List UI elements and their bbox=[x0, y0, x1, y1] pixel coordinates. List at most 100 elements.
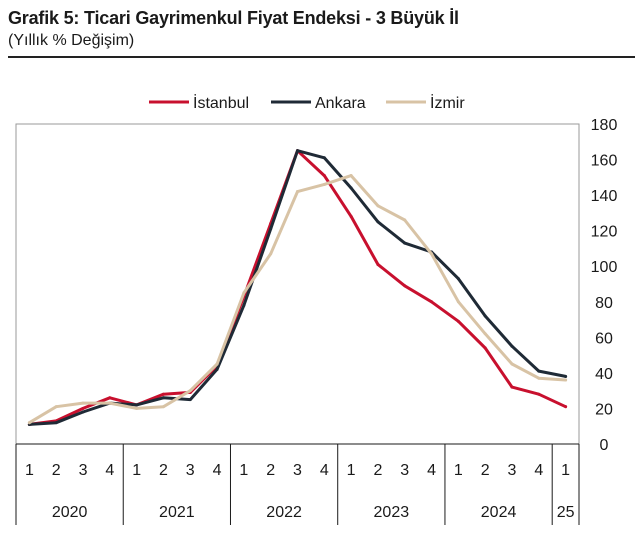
data-point bbox=[135, 403, 139, 407]
data-point bbox=[376, 220, 380, 224]
x-tick-label: 2 bbox=[52, 462, 61, 479]
y-tick-label: 80 bbox=[595, 295, 613, 312]
x-tick-label: 2 bbox=[266, 462, 275, 479]
data-point bbox=[430, 252, 434, 256]
y-tick-label: 0 bbox=[600, 437, 609, 454]
data-point bbox=[483, 314, 487, 318]
plot-frame bbox=[15, 123, 580, 445]
x-tick-label: 1 bbox=[25, 462, 34, 479]
data-point bbox=[135, 406, 139, 410]
data-point bbox=[430, 300, 434, 304]
x-tick-label: 1 bbox=[132, 462, 141, 479]
data-point bbox=[483, 346, 487, 350]
legend: İstanbul Ankara İzmir bbox=[149, 93, 465, 112]
year-label: 2021 bbox=[159, 504, 195, 521]
data-point bbox=[403, 284, 407, 288]
x-tick-label: 2 bbox=[159, 462, 168, 479]
data-point bbox=[564, 378, 568, 382]
plot-area bbox=[15, 123, 580, 445]
data-point bbox=[296, 149, 299, 153]
data-point bbox=[269, 252, 273, 256]
x-tick-label: 3 bbox=[293, 462, 302, 479]
legend-label: Ankara bbox=[315, 95, 366, 112]
y-tick-label: 180 bbox=[591, 117, 618, 134]
year-label: 2022 bbox=[266, 504, 302, 521]
data-point bbox=[456, 319, 460, 323]
x-tick-label: 2 bbox=[481, 462, 490, 479]
data-point bbox=[456, 300, 460, 304]
data-point bbox=[564, 405, 568, 409]
x-tick-label: 1 bbox=[239, 462, 248, 479]
data-point bbox=[161, 396, 165, 400]
data-point bbox=[510, 344, 514, 348]
x-tick-label: 4 bbox=[534, 462, 543, 479]
data-point bbox=[403, 218, 407, 222]
y-tick-label: 20 bbox=[595, 401, 613, 418]
x-tick-label: 4 bbox=[320, 462, 329, 479]
y-tick-label: 160 bbox=[591, 153, 618, 170]
data-point bbox=[322, 156, 326, 160]
data-point bbox=[403, 241, 407, 245]
data-point bbox=[510, 385, 514, 389]
data-point bbox=[269, 227, 273, 231]
y-tick-label: 140 bbox=[591, 188, 618, 205]
y-tick-label: 100 bbox=[591, 259, 618, 276]
data-point bbox=[215, 367, 219, 371]
data-point bbox=[376, 262, 380, 266]
x-tick-label: 2 bbox=[373, 462, 382, 479]
data-point bbox=[242, 291, 246, 295]
data-point bbox=[322, 182, 326, 186]
y-tick-label: 60 bbox=[595, 330, 613, 347]
x-tick-label: 3 bbox=[400, 462, 409, 479]
data-point bbox=[161, 405, 165, 409]
data-point bbox=[537, 376, 541, 380]
chart-title: Grafik 5: Ticari Gayrimenkul Fiyat Endek… bbox=[8, 8, 459, 28]
data-point bbox=[54, 405, 58, 409]
data-point bbox=[564, 374, 568, 378]
data-point bbox=[322, 174, 326, 178]
data-point bbox=[81, 401, 85, 405]
x-tick-label: 1 bbox=[561, 462, 570, 479]
x-tick-label: 3 bbox=[508, 462, 517, 479]
year-label: 25 bbox=[557, 504, 575, 521]
x-tick-label: 3 bbox=[79, 462, 88, 479]
data-point bbox=[161, 392, 165, 396]
data-point bbox=[537, 392, 541, 396]
data-point bbox=[188, 389, 192, 393]
data-point bbox=[349, 186, 353, 190]
year-label: 2023 bbox=[374, 504, 410, 521]
data-point bbox=[349, 174, 353, 178]
data-point bbox=[456, 277, 460, 281]
x-tick-label: 3 bbox=[186, 462, 195, 479]
legend-label: İzmir bbox=[430, 93, 465, 112]
series-line-i-zmir bbox=[27, 174, 568, 425]
data-point bbox=[510, 362, 514, 366]
title-divider bbox=[8, 56, 635, 58]
year-label: 2024 bbox=[481, 504, 517, 521]
x-tick-label: 4 bbox=[105, 462, 114, 479]
data-point bbox=[188, 398, 192, 402]
data-point bbox=[108, 396, 112, 400]
y-axis: 0 20 40 60 80 100 120 140 160 180 bbox=[591, 117, 618, 454]
x-tick-label: 4 bbox=[427, 462, 436, 479]
y-tick-label: 40 bbox=[595, 366, 613, 383]
data-point bbox=[296, 190, 299, 194]
data-point bbox=[27, 421, 31, 425]
data-point bbox=[483, 332, 487, 336]
chart-subtitle: (Yıllık % Değişim) bbox=[8, 32, 135, 49]
y-tick-label: 120 bbox=[591, 224, 618, 241]
year-label: 2020 bbox=[52, 504, 88, 521]
data-point bbox=[54, 421, 58, 425]
x-tick-label: 4 bbox=[213, 462, 222, 479]
x-tick-label: 1 bbox=[347, 462, 356, 479]
data-point bbox=[108, 401, 112, 405]
data-point bbox=[215, 362, 219, 366]
data-point bbox=[349, 214, 353, 218]
data-point bbox=[537, 369, 541, 373]
legend-label: İstanbul bbox=[193, 93, 249, 112]
data-point bbox=[81, 406, 85, 410]
data-point bbox=[242, 303, 246, 307]
x-tick-label: 1 bbox=[454, 462, 463, 479]
